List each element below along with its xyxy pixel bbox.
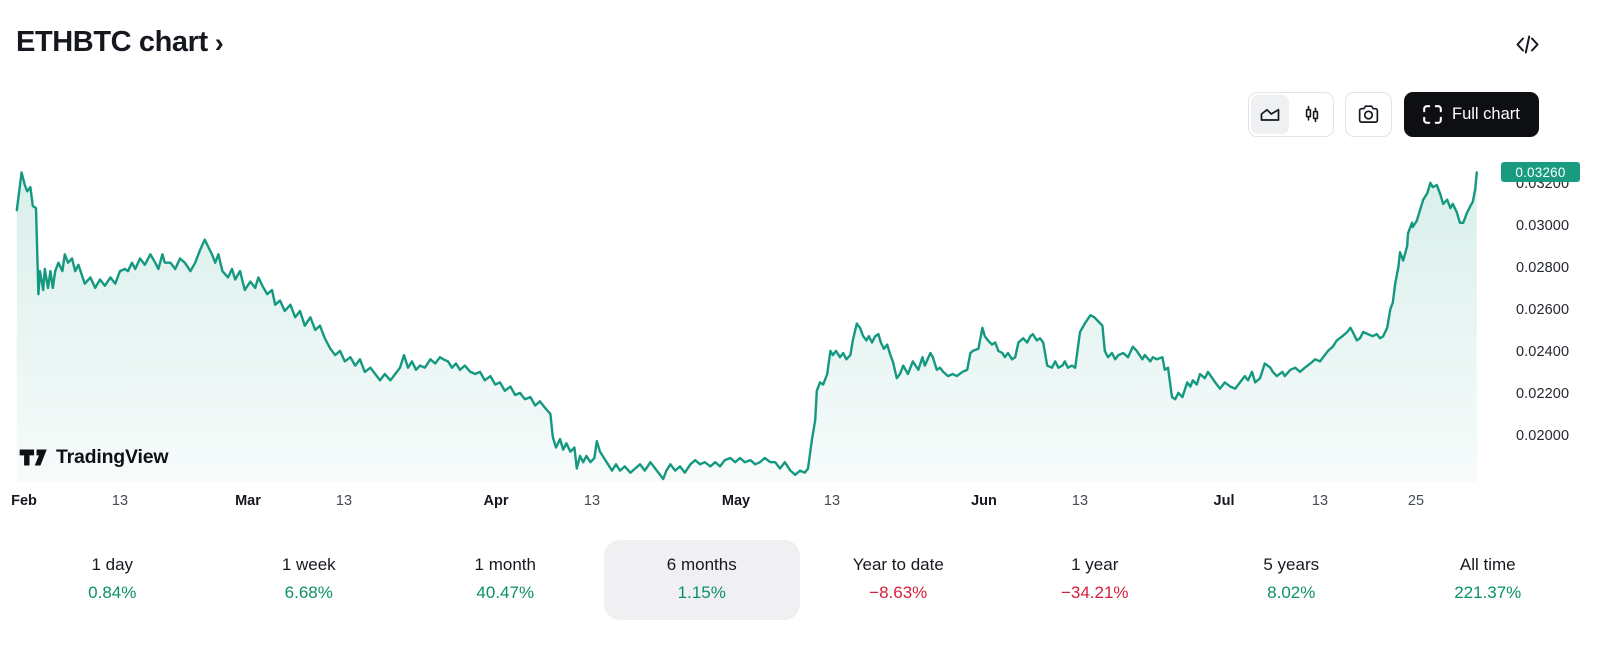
- period-change: 8.02%: [1267, 583, 1316, 602]
- x-axis-label: Apr: [483, 493, 509, 509]
- period-label: 1 week: [281, 555, 336, 574]
- y-axis-label: 0.02000: [1516, 428, 1570, 444]
- fullscreen-icon: [1423, 105, 1442, 124]
- period-change: 40.47%: [476, 583, 535, 602]
- period-change: 221.37%: [1454, 583, 1522, 602]
- period-selector: 1 day 0.84% 1 week 6.68% 1 month 40.47% 6 mont…: [14, 540, 1586, 620]
- period-button-1-week[interactable]: 1 week 6.68%: [211, 540, 408, 620]
- tradingview-attribution-link[interactable]: TradingView: [19, 446, 169, 469]
- x-axis-label: Jul: [1213, 493, 1235, 509]
- area-fill: [16, 172, 1477, 482]
- code-icon: [1516, 35, 1538, 53]
- x-axis-label: 13: [335, 493, 353, 509]
- x-axis-label: 13: [1311, 493, 1329, 509]
- period-label: All time: [1459, 555, 1516, 574]
- last-price-badge: 0.03260: [1501, 162, 1580, 182]
- snapshot-button[interactable]: [1345, 92, 1392, 137]
- period-label: 1 year: [1071, 555, 1119, 574]
- y-axis-label: 0.02200: [1516, 386, 1570, 402]
- camera-icon: [1358, 105, 1379, 123]
- embed-code-button[interactable]: [1512, 30, 1542, 58]
- period-button-1-day[interactable]: 1 day 0.84%: [14, 540, 211, 620]
- period-change: 0.84%: [88, 583, 137, 602]
- period-label: 6 months: [666, 555, 737, 574]
- x-axis-label: 25: [1407, 493, 1425, 509]
- period-change: 6.68%: [284, 583, 333, 602]
- x-axis-label: 13: [111, 493, 129, 509]
- x-axis-label: 13: [823, 493, 841, 509]
- period-button-5-years[interactable]: 5 years 8.02%: [1193, 540, 1390, 620]
- full-chart-button[interactable]: Full chart: [1404, 92, 1539, 137]
- y-axis-label: 0.03000: [1516, 218, 1570, 234]
- chart-title-link[interactable]: ETHBTC chart ›: [16, 26, 224, 59]
- period-button-1-month[interactable]: 1 month 40.47%: [407, 540, 604, 620]
- candlestick-icon: [1305, 105, 1319, 122]
- period-button-year-to-date[interactable]: Year to date −8.63%: [800, 540, 997, 620]
- y-axis-label: 0.02400: [1516, 344, 1570, 360]
- y-axis-label: 0.02800: [1516, 260, 1570, 276]
- candlestick-style-button[interactable]: [1293, 95, 1331, 134]
- x-axis-label: Feb: [11, 493, 37, 509]
- price-line: [15, 171, 1478, 481]
- area-chart-icon: [1260, 108, 1280, 121]
- x-axis-label: Jun: [971, 493, 997, 509]
- tradingview-logo-icon: [19, 449, 47, 466]
- period-change: 1.15%: [677, 583, 726, 602]
- period-label: 1 day: [91, 555, 134, 574]
- period-label: 5 years: [1263, 555, 1320, 574]
- chart-style-toggle: [1248, 92, 1334, 137]
- period-change: −8.63%: [869, 583, 928, 602]
- x-axis-label: 13: [1071, 493, 1089, 509]
- area-chart-style-button[interactable]: [1251, 95, 1289, 134]
- x-axis-label: 13: [583, 493, 601, 509]
- period-button-all-time[interactable]: All time 221.37%: [1390, 540, 1587, 620]
- price-chart: 0.03200 0.03000 0.02800 0.02600 0.02400 0.022…: [0, 150, 1600, 522]
- y-axis-label: 0.02600: [1516, 302, 1570, 318]
- tradingview-watermark-text: TradingView: [56, 446, 169, 468]
- period-change: −34.21%: [1060, 583, 1129, 602]
- chart-canvas[interactable]: [0, 150, 1600, 522]
- chevron-right-icon: ›: [214, 28, 224, 58]
- period-button-1-year[interactable]: 1 year −34.21%: [997, 540, 1194, 620]
- period-button-6-months[interactable]: 6 months 1.15%: [603, 540, 800, 620]
- x-axis-label: May: [721, 493, 751, 509]
- page-title: ETHBTC chart: [16, 26, 208, 58]
- period-label: 1 month: [474, 555, 536, 574]
- period-label: Year to date: [852, 555, 944, 574]
- full-chart-label: Full chart: [1452, 105, 1520, 123]
- x-axis-label: Mar: [235, 493, 261, 509]
